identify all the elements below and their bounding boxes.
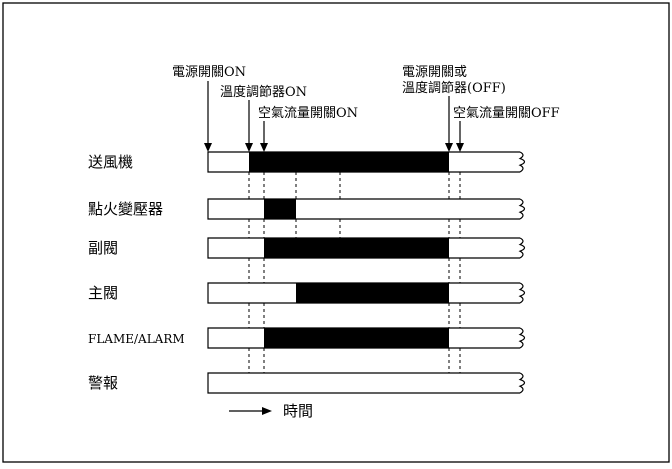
row-label: 點火變壓器 (88, 200, 163, 218)
row-label: FLAME/ALARM (88, 332, 185, 346)
active-segment (264, 199, 296, 219)
bar-break-mark (518, 237, 526, 259)
event-label-temp-on: 溫度調節器ON (220, 84, 307, 100)
active-segment (264, 238, 449, 258)
bar-break-mark (518, 372, 526, 394)
time-axis: 時間 (229, 402, 313, 420)
time-axis-label: 時間 (283, 402, 313, 420)
event-label-power-off-1: 電源開關或 (402, 65, 467, 80)
event-arrows (204, 81, 464, 152)
bar-break-mark (518, 327, 526, 349)
row-label: 警報 (88, 374, 118, 392)
row-label: 主閥 (88, 284, 118, 302)
row-label: 副閥 (88, 239, 118, 257)
bar-outline (207, 372, 520, 394)
timing-row: 副閥 (88, 237, 526, 259)
row-label: 送風機 (88, 153, 133, 171)
bar-break-mark (518, 198, 526, 220)
timing-row: 警報 (88, 372, 526, 394)
timing-row: 點火變壓器 (88, 198, 526, 220)
event-label-power-on: 電源開關ON (172, 65, 246, 80)
timing-row: FLAME/ALARM (88, 327, 526, 349)
event-label-airflow-on: 空氣流量開關ON (258, 106, 358, 121)
event-label-airflow-off: 空氣流量開關OFF (453, 106, 560, 121)
bar-outline (207, 198, 520, 220)
dashed-guide-lines (248, 172, 461, 373)
bar-break-mark (518, 282, 526, 304)
timing-row: 主閥 (88, 282, 526, 304)
diagram-border (2, 2, 670, 463)
timing-row: 送風機 (88, 151, 526, 173)
bar-break-mark (518, 151, 526, 173)
active-segment (249, 152, 449, 172)
active-segment (296, 283, 449, 303)
active-segment (264, 328, 449, 348)
event-label-power-off-2: 溫度調節器(OFF) (402, 80, 506, 96)
